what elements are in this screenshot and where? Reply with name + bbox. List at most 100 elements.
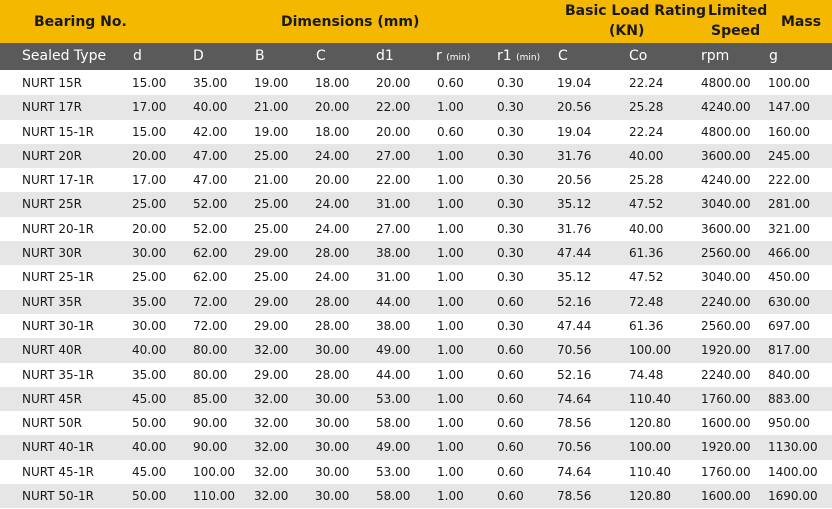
cell-mass-g: 450.00	[768, 270, 810, 285]
col-d1-header: d1	[376, 48, 394, 64]
cell-r-min: 1.00	[437, 246, 464, 261]
cell-part-number: NURT 35-1R	[22, 367, 94, 382]
table-row: NURT 35R 35.00 72.00 29.00 28.00 44.00 1.00 0.6…	[0, 289, 832, 314]
cell-d: 45.00	[132, 464, 167, 479]
cell-speed-rpm: 3600.00	[701, 221, 751, 236]
cell-mass-g: 100.00	[768, 76, 810, 90]
cell-d: 50.00	[132, 489, 167, 504]
table-row: NURT 25R 25.00 52.00 25.00 24.00 31.00 1.00 0.3…	[0, 192, 832, 217]
cell-r-min: 1.00	[437, 197, 464, 212]
cell-r1-min: 0.30	[497, 246, 524, 261]
cell-c: 18.00	[315, 76, 350, 90]
cell-c: 28.00	[315, 246, 350, 261]
cell-load-co: 40.00	[629, 221, 664, 236]
cell-c: 24.00	[315, 221, 350, 236]
cell-outer-d: 42.00	[193, 124, 228, 139]
cell-outer-d: 72.00	[193, 318, 228, 333]
cell-b: 32.00	[254, 416, 289, 431]
cell-load-c: 70.56	[557, 440, 592, 455]
cell-load-co: 61.36	[629, 318, 664, 333]
col-d-header: d	[133, 48, 142, 64]
cell-load-c: 19.04	[557, 76, 592, 90]
cell-mass-g: 245.00	[768, 148, 810, 163]
cell-load-c: 31.76	[557, 221, 592, 236]
cell-load-co: 22.24	[629, 76, 664, 90]
cell-mass-g: 630.00	[768, 294, 810, 309]
cell-load-c: 47.44	[557, 246, 592, 261]
cell-r-min: 1.00	[437, 318, 464, 333]
cell-speed-rpm: 1920.00	[701, 343, 751, 358]
table-row: NURT 35-1R 35.00 80.00 29.00 28.00 44.00 1.00 0…	[0, 363, 832, 387]
cell-speed-rpm: 1600.00	[701, 416, 751, 431]
table-row: NURT 20-1R 20.00 52.00 25.00 24.00 27.00 1.00 0…	[0, 217, 832, 241]
cell-load-c: 31.76	[557, 148, 592, 163]
cell-d1: 27.00	[376, 148, 411, 163]
cell-outer-d: 80.00	[193, 367, 228, 382]
cell-speed-rpm: 2240.00	[701, 367, 751, 382]
col-c-load-header: C	[558, 48, 568, 64]
cell-c: 28.00	[315, 318, 350, 333]
cell-b: 29.00	[254, 367, 289, 382]
cell-b: 32.00	[254, 464, 289, 479]
cell-outer-d: 80.00	[193, 343, 228, 358]
cell-r1-min: 0.30	[497, 270, 524, 285]
cell-d1: 31.00	[376, 197, 411, 212]
cell-outer-d: 72.00	[193, 294, 228, 309]
cell-d: 40.00	[132, 343, 167, 358]
cell-c: 30.00	[315, 343, 350, 358]
cell-load-c: 78.56	[557, 416, 592, 431]
cell-load-co: 22.24	[629, 124, 664, 139]
col-r-header: r (min)	[436, 43, 470, 72]
cell-b: 32.00	[254, 489, 289, 504]
cell-d1: 20.00	[376, 76, 411, 90]
cell-mass-g: 840.00	[768, 367, 810, 382]
cell-mass-g: 160.00	[768, 124, 810, 139]
cell-d: 25.00	[132, 197, 167, 212]
cell-b: 32.00	[254, 440, 289, 455]
cell-c: 30.00	[315, 391, 350, 406]
basic-load-rating-header: Basic Load Rating	[565, 3, 707, 19]
cell-d1: 44.00	[376, 294, 411, 309]
cell-load-co: 120.80	[629, 489, 671, 504]
cell-b: 21.00	[254, 100, 289, 115]
cell-r-min: 0.60	[437, 124, 464, 139]
cell-load-c: 74.64	[557, 464, 592, 479]
cell-c: 28.00	[315, 294, 350, 309]
cell-d: 40.00	[132, 440, 167, 455]
cell-r-min: 1.00	[437, 367, 464, 382]
cell-load-c: 52.16	[557, 367, 592, 382]
col-c-header: C	[316, 48, 326, 64]
cell-r1-min: 0.30	[497, 76, 524, 90]
cell-mass-g: 817.00	[768, 343, 810, 358]
cell-load-co: 61.36	[629, 246, 664, 261]
cell-load-c: 74.64	[557, 391, 592, 406]
table-row: NURT 40R 40.00 80.00 32.00 30.00 49.00 1.00 0.6…	[0, 338, 832, 363]
cell-d: 20.00	[132, 221, 167, 236]
cell-load-c: 70.56	[557, 343, 592, 358]
cell-speed-rpm: 2560.00	[701, 246, 751, 261]
cell-r-min: 0.60	[437, 76, 464, 90]
cell-speed-rpm: 2240.00	[701, 294, 751, 309]
cell-mass-g: 147.00	[768, 100, 810, 115]
table-row: NURT 30-1R 30.00 72.00 29.00 28.00 38.00 1.00 0…	[0, 314, 832, 338]
cell-d: 30.00	[132, 318, 167, 333]
cell-c: 20.00	[315, 173, 350, 188]
cell-part-number: NURT 15-1R	[22, 124, 94, 139]
cell-load-co: 25.28	[629, 100, 664, 115]
cell-d: 30.00	[132, 246, 167, 261]
cell-d1: 38.00	[376, 246, 411, 261]
cell-d: 25.00	[132, 270, 167, 285]
bearing-no-header: Bearing No.	[34, 14, 127, 30]
cell-b: 29.00	[254, 246, 289, 261]
cell-speed-rpm: 1920.00	[701, 440, 751, 455]
cell-d1: 58.00	[376, 489, 411, 504]
col-r1-min-label: (min)	[516, 53, 541, 63]
cell-c: 30.00	[315, 489, 350, 504]
cell-b: 19.00	[254, 76, 289, 90]
cell-b: 32.00	[254, 391, 289, 406]
cell-speed-rpm: 1600.00	[701, 489, 751, 504]
cell-r-min: 1.00	[437, 173, 464, 188]
cell-part-number: NURT 35R	[22, 294, 82, 309]
cell-b: 32.00	[254, 343, 289, 358]
cell-part-number: NURT 40R	[22, 343, 82, 358]
